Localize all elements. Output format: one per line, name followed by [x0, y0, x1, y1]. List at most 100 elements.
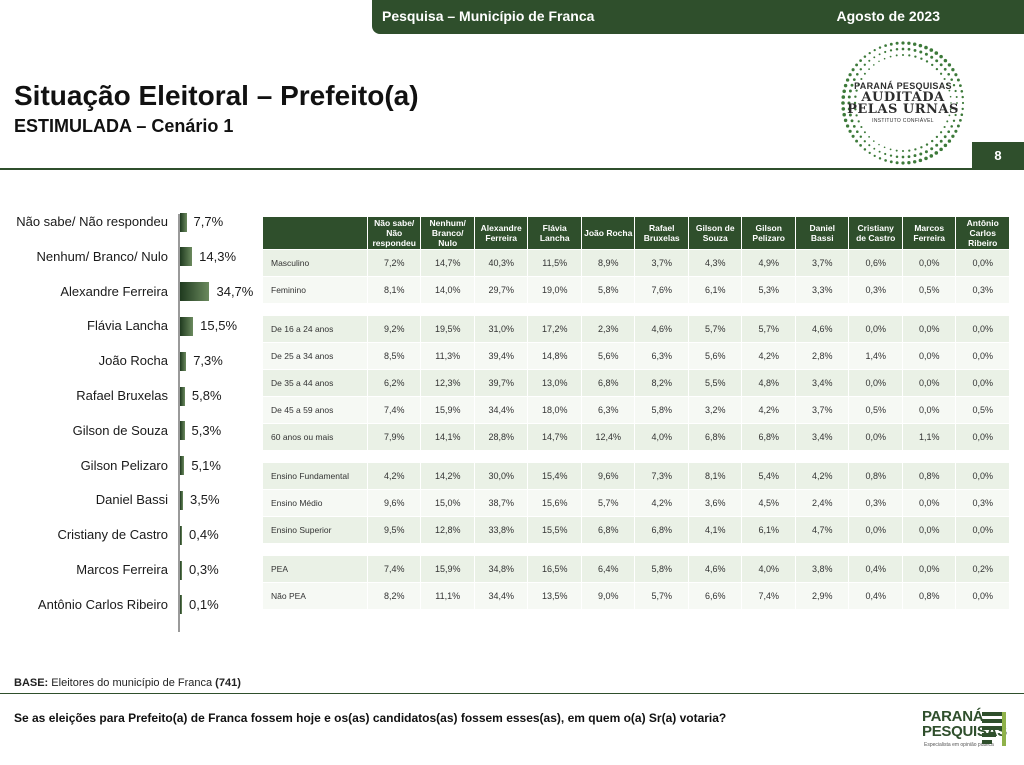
table-cell: 12,4% [580, 423, 636, 451]
table-cell: 40,3% [473, 249, 529, 277]
table-cell: 0,3% [848, 276, 903, 304]
table-row: Ensino Fundamental 4,2% 14,2% 30,0% 15,4% 9,6… [262, 462, 1010, 490]
page-subtitle: ESTIMULADA – Cenário 1 [14, 116, 234, 136]
table-cell: 9,2% [366, 315, 422, 343]
table-cell: 5,5% [687, 369, 743, 397]
table-cell: 3,6% [687, 489, 743, 517]
chart-category-label: Nenhum/ Branco/ Nulo [36, 248, 168, 264]
logo-stripes-icon [982, 712, 1006, 746]
table-cell: 15,5% [527, 516, 582, 544]
table-cell: 4,0% [741, 555, 796, 583]
chart-bar [180, 386, 185, 406]
table-cell: 6,3% [634, 342, 689, 370]
table-cell: 15,9% [420, 396, 475, 424]
table-cell: 5,3% [741, 276, 796, 304]
table-cell: 11,3% [420, 342, 475, 370]
table-cell: 39,4% [473, 342, 529, 370]
table-cell: 4,3% [687, 249, 743, 277]
chart-value-label: 7,7% [193, 214, 224, 229]
table-row: De 45 a 59 anos 7,4% 15,9% 34,4% 18,0% 6,3% 5,… [262, 396, 1010, 424]
table-cell: 4,5% [741, 489, 796, 517]
table-cell: 3,4% [794, 369, 850, 397]
table-row-label: PEA [262, 555, 368, 583]
table-cell: 3,4% [794, 423, 850, 451]
table-cell: 7,9% [366, 423, 422, 451]
table-cell: 8,2% [634, 369, 689, 397]
table-cell: 34,4% [473, 396, 529, 424]
table-cell: 4,2% [634, 489, 689, 517]
table-cell: 0,0% [901, 396, 957, 424]
chart-axis-line [178, 214, 180, 632]
chart-category-label: Rafael Bruxelas [76, 388, 168, 403]
chart-category-label: Cristiany de Castro [57, 527, 168, 543]
table-cell: 4,0% [634, 423, 689, 451]
table-cell: 5,8% [634, 396, 689, 424]
table-cell: 34,8% [473, 555, 529, 583]
table-cell: 5,7% [580, 489, 636, 517]
table-cell: 0,0% [955, 582, 1010, 610]
table-cell: 13,5% [527, 582, 582, 610]
table-column-header: Cristiany de Castro [848, 216, 903, 250]
chart-bar [180, 212, 187, 232]
chart-value-label: 3,5% [189, 492, 220, 508]
base-note: BASE: Eleitores do município de Franca (… [14, 677, 241, 689]
table-cell: 0,0% [955, 315, 1010, 343]
chart-value-label: 5,1% [191, 457, 221, 473]
table-cell: 6,8% [580, 516, 636, 544]
chart-value-label: 0,4% [189, 527, 219, 543]
chart-bar [180, 351, 187, 371]
table-cell: 6,2% [366, 369, 422, 397]
table-row: Ensino Superior 9,5% 12,8% 33,8% 15,5% 6,8% 6,… [262, 516, 1010, 544]
table-row: Feminino 8,1% 14,0% 29,7% 19,0% 5,8% 7,6% 6,1% 5… [262, 276, 1010, 304]
table-cell: 0,6% [848, 249, 903, 277]
table-row-label: De 35 a 44 anos [262, 369, 368, 397]
table-row: 60 anos ou mais 7,9% 14,1% 28,8% 14,7% 12,4% 4… [262, 423, 1010, 451]
table-cell: 0,0% [848, 369, 903, 397]
table-cell: 14,1% [420, 423, 475, 451]
chart-category-label: Antônio Carlos Ribeiro [37, 596, 168, 612]
table-cell: 0,0% [955, 462, 1010, 490]
chart-category-label: Não sabe/ Não respondeu [16, 214, 168, 229]
table-row-label: Ensino Médio [262, 489, 368, 517]
table-cell: 14,2% [420, 462, 475, 490]
table-group-spacer [262, 543, 1010, 556]
audit-seal-logo: PARANÁ PESQUISAS AUDITADA PELAS URNAS IN… [836, 38, 970, 168]
table-row: De 16 a 24 anos 9,2% 19,5% 31,0% 17,2% 2,3% 4,… [262, 315, 1010, 343]
table-cell: 0,2% [955, 555, 1010, 583]
table-cell: 5,7% [687, 315, 743, 343]
table-cell: 29,7% [473, 276, 529, 304]
table-cell: 0,0% [955, 423, 1010, 451]
table-cell: 2,8% [794, 342, 850, 370]
table-cell: 8,1% [366, 276, 422, 304]
table-cell: 0,0% [848, 423, 903, 451]
chart-bar [180, 490, 183, 510]
table-cell: 15,9% [420, 555, 475, 583]
table-corner-cell [262, 216, 368, 250]
table-cell: 7,6% [634, 276, 689, 304]
table-cell: 5,8% [580, 276, 636, 304]
table-cell: 28,8% [473, 423, 529, 451]
table-row: De 25 a 34 anos 8,5% 11,3% 39,4% 14,8% 5,6% 6,… [262, 342, 1010, 370]
table-cell: 5,7% [741, 315, 796, 343]
table-cell: 7,4% [741, 582, 796, 610]
base-count: (741) [215, 677, 241, 689]
table-cell: 0,3% [848, 489, 903, 517]
table-cell: 13,0% [527, 369, 582, 397]
table-cell: 15,6% [527, 489, 582, 517]
table-column-header: Marcos Ferreira [901, 216, 957, 250]
table-cell: 0,8% [901, 462, 957, 490]
chart-value-label: 5,3% [191, 422, 222, 438]
table-cell: 9,6% [580, 462, 636, 490]
table-cell: 4,7% [794, 516, 850, 544]
footer-divider [0, 693, 1024, 694]
table-cell: 0,0% [901, 342, 957, 370]
table-cell: 3,2% [687, 396, 743, 424]
table-cell: 6,8% [687, 423, 743, 451]
table-cell: 0,8% [848, 462, 903, 490]
table-cell: 14,7% [420, 249, 475, 277]
table-cell: 0,0% [955, 516, 1010, 544]
table-cell: 5,4% [741, 462, 796, 490]
parana-pesquisas-logo: PARANÁ PESQUISAS Especialista em opinião… [922, 708, 1022, 760]
chart-category-label: Daniel Bassi [95, 492, 168, 508]
table-column-header: João Rocha [580, 216, 636, 250]
